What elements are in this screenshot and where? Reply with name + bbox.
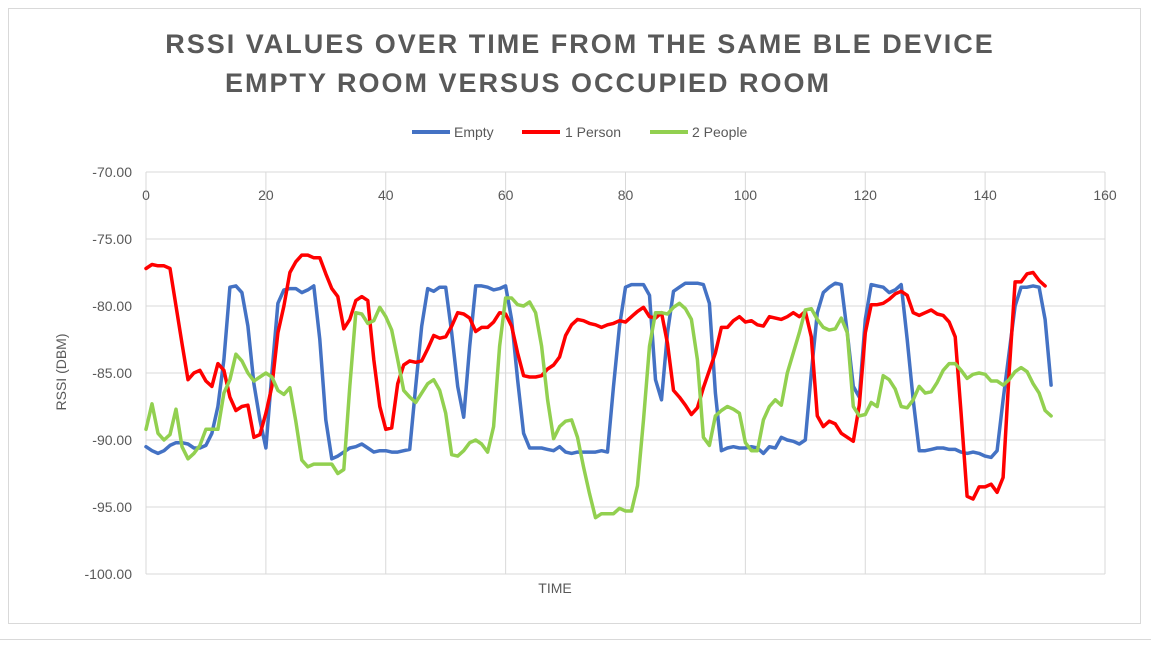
series-line-2-people — [144, 296, 1053, 520]
x-tick-label: 60 — [498, 187, 514, 203]
y-tick-label: -70.00 — [92, 164, 132, 180]
y-tick-label: -85.00 — [92, 365, 132, 381]
axis-ticks: 0 20 40 60 80 100 120 140 160 -70.00 -75.00 -80.00 -… — [85, 164, 1117, 582]
chart-title: RSSI VALUES OVER TIME FROM THE SAME BLE … — [165, 29, 995, 59]
legend: Empty 1 Person 2 People — [412, 124, 747, 140]
legend-label-empty: Empty — [454, 124, 494, 140]
x-tick-label: 20 — [258, 187, 274, 203]
x-tick-label: 0 — [142, 187, 150, 203]
legend-label-1-person: 1 Person — [565, 124, 621, 140]
x-tick-label: 80 — [618, 187, 634, 203]
x-axis-title: TIME — [538, 580, 571, 596]
series-line-empty — [144, 281, 1053, 461]
x-tick-label: 140 — [973, 187, 997, 203]
x-tick-label: 160 — [1093, 187, 1117, 203]
grid — [145, 171, 1106, 575]
y-tick-label: -90.00 — [92, 432, 132, 448]
bottom-divider — [0, 639, 1151, 640]
x-tick-label: 120 — [854, 187, 878, 203]
x-tick-label: 40 — [378, 187, 394, 203]
chart-area — [8, 8, 1141, 624]
series-lines — [144, 253, 1053, 520]
chart-subtitle: EMPTY ROOM VERSUS OCCUPIED ROOM — [225, 68, 831, 98]
y-tick-label: -75.00 — [92, 231, 132, 247]
legend-label-2-people: 2 People — [692, 124, 747, 140]
y-tick-label: -95.00 — [92, 499, 132, 515]
x-tick-label: 100 — [734, 187, 758, 203]
y-tick-label: -100.00 — [85, 566, 133, 582]
y-axis-title: RSSI (DBM) — [53, 334, 69, 411]
y-tick-label: -80.00 — [92, 298, 132, 314]
series-line-1-person — [144, 253, 1047, 501]
